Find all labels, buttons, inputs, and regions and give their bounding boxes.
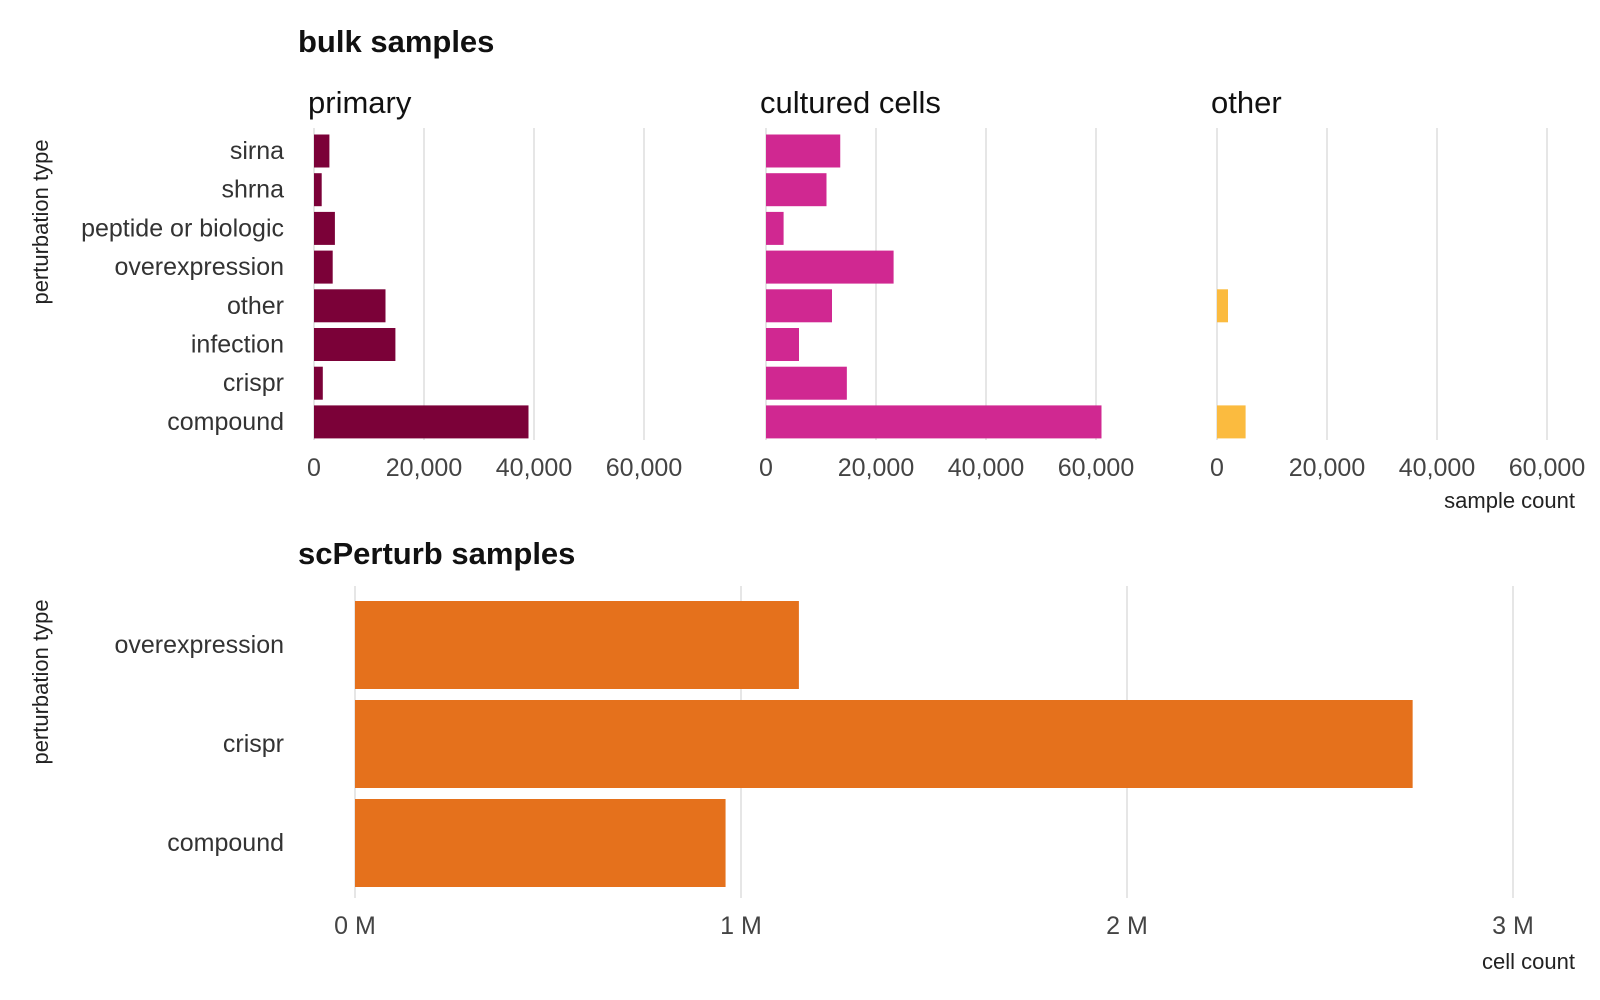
bar-primary-shrna	[314, 173, 322, 207]
sc-chart: scPerturb samples perturbation type cell…	[28, 536, 1575, 974]
x-tick-label-primary-3: 60,000	[606, 454, 682, 482]
sc-x-tick-label-2: 2 M	[1106, 912, 1148, 940]
sc-x-tick-label-3: 3 M	[1492, 912, 1534, 940]
sc-y-category-label-crispr: crispr	[223, 730, 284, 758]
bar-other-other	[1217, 289, 1228, 323]
y-category-label-sirna: sirna	[230, 137, 284, 165]
bar-cultured-cells-peptide-or-biologic	[766, 211, 784, 245]
bar-cultured-cells-sirna	[766, 134, 841, 168]
bar-primary-overexpression	[314, 250, 333, 284]
facet-title-other: other	[1211, 85, 1282, 120]
bar-cultured-cells-compound	[766, 405, 1102, 439]
bulk-chart: bulk samples perturbation type sample co…	[28, 24, 1585, 513]
sc-x-tick-label-1: 1 M	[720, 912, 762, 940]
sc-x-tick-label-0: 0 M	[334, 912, 376, 940]
y-category-label-compound: compound	[167, 408, 284, 436]
y-category-label-crispr: crispr	[223, 369, 284, 397]
y-category-label-infection: infection	[191, 331, 284, 359]
sc-x-axis-title: cell count	[1482, 949, 1575, 974]
y-category-label-peptide-or-biologic: peptide or biologic	[81, 214, 284, 242]
bar-cultured-cells-other	[766, 289, 832, 323]
bar-other-compound	[1217, 405, 1246, 439]
x-tick-label-cultured-cells-1: 20,000	[838, 454, 914, 482]
bulk-y-axis-title: perturbation type	[28, 139, 53, 304]
facet-title-primary: primary	[308, 85, 412, 120]
x-tick-label-other-2: 40,000	[1399, 454, 1475, 482]
sc-title: scPerturb samples	[298, 536, 575, 571]
bar-cultured-cells-infection	[766, 328, 799, 361]
bar-primary-crispr	[314, 366, 323, 400]
x-tick-label-other-3: 60,000	[1509, 454, 1585, 482]
sc-y-axis-title: perturbation type	[28, 599, 53, 764]
x-tick-label-cultured-cells-2: 40,000	[948, 454, 1024, 482]
x-tick-label-other-1: 20,000	[1289, 454, 1365, 482]
sc-bar-overexpression	[355, 601, 799, 689]
sc-bar-compound	[355, 799, 726, 887]
bar-primary-other	[314, 289, 386, 323]
bar-cultured-cells-shrna	[766, 173, 827, 207]
x-tick-label-other-0: 0	[1210, 454, 1224, 482]
bar-primary-sirna	[314, 134, 330, 168]
x-tick-label-cultured-cells-3: 60,000	[1058, 454, 1134, 482]
sc-y-category-label-compound: compound	[167, 829, 284, 857]
bar-cultured-cells-overexpression	[766, 250, 894, 284]
x-tick-label-primary-2: 40,000	[496, 454, 572, 482]
y-category-label-other: other	[227, 292, 284, 320]
bar-primary-infection	[314, 328, 396, 361]
bulk-x-axis-title: sample count	[1444, 488, 1575, 513]
x-tick-label-cultured-cells-0: 0	[759, 454, 773, 482]
x-tick-label-primary-1: 20,000	[386, 454, 462, 482]
bar-cultured-cells-crispr	[766, 366, 847, 400]
sc-y-category-label-overexpression: overexpression	[114, 631, 284, 659]
bar-primary-compound	[314, 405, 529, 439]
bar-primary-peptide-or-biologic	[314, 211, 335, 245]
sc-bar-crispr	[355, 700, 1413, 788]
bulk-title: bulk samples	[298, 24, 494, 59]
y-category-label-shrna: shrna	[221, 176, 284, 204]
x-tick-label-primary-0: 0	[307, 454, 321, 482]
facet-title-cultured-cells: cultured cells	[760, 85, 941, 120]
y-category-label-overexpression: overexpression	[114, 253, 284, 281]
